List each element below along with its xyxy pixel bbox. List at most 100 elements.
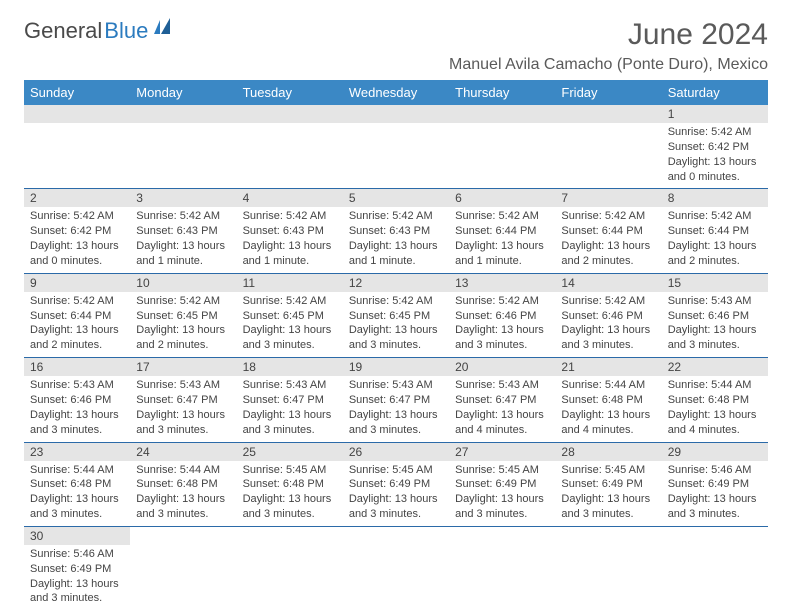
calendar-cell: 12Sunrise: 5:42 AMSunset: 6:45 PMDayligh… xyxy=(343,273,449,357)
sunrise-text: Sunrise: 5:42 AM xyxy=(349,209,443,224)
day-number: 25 xyxy=(237,443,343,461)
daylight-text: Daylight: 13 hours and 3 minutes. xyxy=(349,408,443,438)
sunset-text: Sunset: 6:46 PM xyxy=(561,309,655,324)
day-details: Sunrise: 5:42 AMSunset: 6:46 PMDaylight:… xyxy=(449,292,555,357)
day-details: Sunrise: 5:43 AMSunset: 6:47 PMDaylight:… xyxy=(237,376,343,441)
daylight-text: Daylight: 13 hours and 4 minutes. xyxy=(455,408,549,438)
daylight-text: Daylight: 13 hours and 4 minutes. xyxy=(561,408,655,438)
calendar-cell xyxy=(343,105,449,189)
sunrise-text: Sunrise: 5:42 AM xyxy=(30,294,124,309)
calendar-cell: 17Sunrise: 5:43 AMSunset: 6:47 PMDayligh… xyxy=(130,358,236,442)
day-details: Sunrise: 5:43 AMSunset: 6:47 PMDaylight:… xyxy=(343,376,449,441)
day-number: 13 xyxy=(449,274,555,292)
calendar-cell: 7Sunrise: 5:42 AMSunset: 6:44 PMDaylight… xyxy=(555,189,661,273)
sunrise-text: Sunrise: 5:42 AM xyxy=(455,294,549,309)
day-number: 14 xyxy=(555,274,661,292)
day-details: Sunrise: 5:42 AMSunset: 6:43 PMDaylight:… xyxy=(237,207,343,272)
day-details: Sunrise: 5:42 AMSunset: 6:42 PMDaylight:… xyxy=(662,123,768,188)
logo-text-part2: Blue xyxy=(104,18,148,44)
calendar-cell: 20Sunrise: 5:43 AMSunset: 6:47 PMDayligh… xyxy=(449,358,555,442)
sunrise-text: Sunrise: 5:42 AM xyxy=(136,209,230,224)
day-details: Sunrise: 5:46 AMSunset: 6:49 PMDaylight:… xyxy=(24,545,130,610)
daylight-text: Daylight: 13 hours and 2 minutes. xyxy=(30,323,124,353)
day-header: Wednesday xyxy=(343,80,449,105)
day-header: Tuesday xyxy=(237,80,343,105)
calendar-row: 23Sunrise: 5:44 AMSunset: 6:48 PMDayligh… xyxy=(24,442,768,526)
calendar-cell xyxy=(555,526,661,610)
sunrise-text: Sunrise: 5:43 AM xyxy=(349,378,443,393)
day-details: Sunrise: 5:44 AMSunset: 6:48 PMDaylight:… xyxy=(24,461,130,526)
day-number-bar-empty xyxy=(343,105,449,123)
sunset-text: Sunset: 6:46 PM xyxy=(455,309,549,324)
day-header: Sunday xyxy=(24,80,130,105)
calendar-cell: 11Sunrise: 5:42 AMSunset: 6:45 PMDayligh… xyxy=(237,273,343,357)
day-details: Sunrise: 5:43 AMSunset: 6:47 PMDaylight:… xyxy=(130,376,236,441)
sunset-text: Sunset: 6:45 PM xyxy=(243,309,337,324)
calendar-cell: 3Sunrise: 5:42 AMSunset: 6:43 PMDaylight… xyxy=(130,189,236,273)
day-details: Sunrise: 5:44 AMSunset: 6:48 PMDaylight:… xyxy=(555,376,661,441)
day-details: Sunrise: 5:42 AMSunset: 6:43 PMDaylight:… xyxy=(343,207,449,272)
day-details: Sunrise: 5:42 AMSunset: 6:44 PMDaylight:… xyxy=(24,292,130,357)
daylight-text: Daylight: 13 hours and 3 minutes. xyxy=(243,492,337,522)
daylight-text: Daylight: 13 hours and 0 minutes. xyxy=(668,155,762,185)
sunset-text: Sunset: 6:44 PM xyxy=(668,224,762,239)
sunset-text: Sunset: 6:44 PM xyxy=(30,309,124,324)
calendar-cell xyxy=(449,526,555,610)
sunrise-text: Sunrise: 5:46 AM xyxy=(668,463,762,478)
daylight-text: Daylight: 13 hours and 2 minutes. xyxy=(668,239,762,269)
calendar-row: 2Sunrise: 5:42 AMSunset: 6:42 PMDaylight… xyxy=(24,189,768,273)
sunset-text: Sunset: 6:46 PM xyxy=(668,309,762,324)
day-number-bar-empty xyxy=(24,105,130,123)
calendar-cell xyxy=(24,105,130,189)
calendar-cell xyxy=(237,105,343,189)
calendar-table: Sunday Monday Tuesday Wednesday Thursday… xyxy=(24,80,768,610)
day-number-bar-empty xyxy=(555,105,661,123)
sunrise-text: Sunrise: 5:43 AM xyxy=(136,378,230,393)
sunrise-text: Sunrise: 5:42 AM xyxy=(455,209,549,224)
sunrise-text: Sunrise: 5:45 AM xyxy=(243,463,337,478)
calendar-cell: 4Sunrise: 5:42 AMSunset: 6:43 PMDaylight… xyxy=(237,189,343,273)
sunset-text: Sunset: 6:45 PM xyxy=(349,309,443,324)
day-number: 23 xyxy=(24,443,130,461)
calendar-cell: 2Sunrise: 5:42 AMSunset: 6:42 PMDaylight… xyxy=(24,189,130,273)
day-number: 29 xyxy=(662,443,768,461)
daylight-text: Daylight: 13 hours and 1 minute. xyxy=(349,239,443,269)
sunset-text: Sunset: 6:48 PM xyxy=(136,477,230,492)
sunset-text: Sunset: 6:47 PM xyxy=(455,393,549,408)
daylight-text: Daylight: 13 hours and 3 minutes. xyxy=(668,492,762,522)
sunrise-text: Sunrise: 5:46 AM xyxy=(30,547,124,562)
daylight-text: Daylight: 13 hours and 3 minutes. xyxy=(455,492,549,522)
day-header-row: Sunday Monday Tuesday Wednesday Thursday… xyxy=(24,80,768,105)
day-header: Saturday xyxy=(662,80,768,105)
daylight-text: Daylight: 13 hours and 3 minutes. xyxy=(136,408,230,438)
calendar-cell: 6Sunrise: 5:42 AMSunset: 6:44 PMDaylight… xyxy=(449,189,555,273)
sunrise-text: Sunrise: 5:45 AM xyxy=(561,463,655,478)
calendar-cell: 16Sunrise: 5:43 AMSunset: 6:46 PMDayligh… xyxy=(24,358,130,442)
day-number-bar-empty xyxy=(449,105,555,123)
location-text: Manuel Avila Camacho (Ponte Duro), Mexic… xyxy=(449,56,768,74)
day-number: 27 xyxy=(449,443,555,461)
logo-flag-icon xyxy=(154,18,180,44)
sunrise-text: Sunrise: 5:44 AM xyxy=(136,463,230,478)
calendar-cell: 14Sunrise: 5:42 AMSunset: 6:46 PMDayligh… xyxy=(555,273,661,357)
sunset-text: Sunset: 6:49 PM xyxy=(349,477,443,492)
day-details: Sunrise: 5:42 AMSunset: 6:42 PMDaylight:… xyxy=(24,207,130,272)
calendar-cell: 21Sunrise: 5:44 AMSunset: 6:48 PMDayligh… xyxy=(555,358,661,442)
day-details: Sunrise: 5:42 AMSunset: 6:45 PMDaylight:… xyxy=(343,292,449,357)
sunrise-text: Sunrise: 5:42 AM xyxy=(349,294,443,309)
calendar-cell: 26Sunrise: 5:45 AMSunset: 6:49 PMDayligh… xyxy=(343,442,449,526)
day-details: Sunrise: 5:44 AMSunset: 6:48 PMDaylight:… xyxy=(662,376,768,441)
day-details: Sunrise: 5:42 AMSunset: 6:44 PMDaylight:… xyxy=(662,207,768,272)
day-number: 21 xyxy=(555,358,661,376)
day-header: Friday xyxy=(555,80,661,105)
calendar-cell: 28Sunrise: 5:45 AMSunset: 6:49 PMDayligh… xyxy=(555,442,661,526)
sunrise-text: Sunrise: 5:44 AM xyxy=(668,378,762,393)
day-details: Sunrise: 5:45 AMSunset: 6:49 PMDaylight:… xyxy=(449,461,555,526)
sunrise-text: Sunrise: 5:43 AM xyxy=(243,378,337,393)
daylight-text: Daylight: 13 hours and 2 minutes. xyxy=(561,239,655,269)
day-number: 12 xyxy=(343,274,449,292)
title-block: June 2024 Manuel Avila Camacho (Ponte Du… xyxy=(449,18,768,74)
calendar-cell: 19Sunrise: 5:43 AMSunset: 6:47 PMDayligh… xyxy=(343,358,449,442)
sunrise-text: Sunrise: 5:42 AM xyxy=(668,125,762,140)
sunrise-text: Sunrise: 5:42 AM xyxy=(136,294,230,309)
